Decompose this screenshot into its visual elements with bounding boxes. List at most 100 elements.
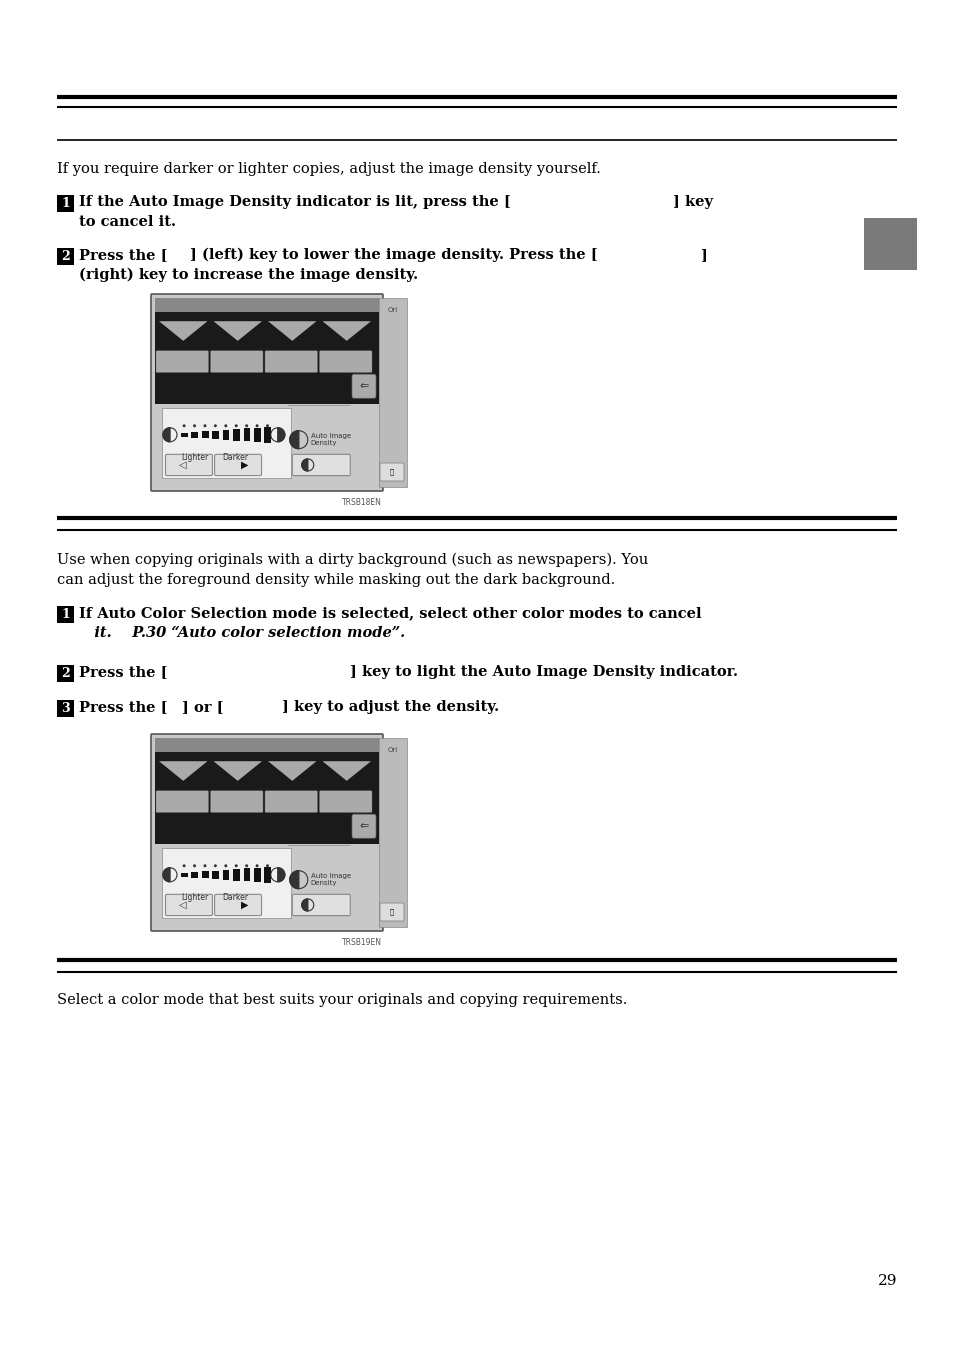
Text: ] key: ] key xyxy=(672,195,712,209)
Text: it.    P.30 “Auto color selection mode”.: it. P.30 “Auto color selection mode”. xyxy=(79,625,405,640)
Bar xyxy=(181,433,188,437)
Bar xyxy=(181,872,188,876)
Bar xyxy=(202,431,209,438)
FancyBboxPatch shape xyxy=(151,735,382,931)
Text: Darker: Darker xyxy=(222,453,248,462)
Polygon shape xyxy=(322,762,371,780)
Circle shape xyxy=(182,864,186,867)
Circle shape xyxy=(213,425,216,427)
Text: Lighter: Lighter xyxy=(181,453,208,462)
Text: ◁: ◁ xyxy=(178,460,186,470)
Circle shape xyxy=(266,864,269,867)
Text: 🔒: 🔒 xyxy=(390,909,394,915)
Text: Ori: Ori xyxy=(388,747,397,754)
Bar xyxy=(57,248,74,266)
FancyBboxPatch shape xyxy=(211,350,263,372)
Text: Lighter: Lighter xyxy=(181,892,208,902)
Polygon shape xyxy=(159,762,208,780)
Circle shape xyxy=(245,864,248,867)
Circle shape xyxy=(224,425,227,427)
FancyBboxPatch shape xyxy=(265,350,317,372)
Bar xyxy=(264,427,271,442)
Bar xyxy=(154,298,378,313)
Bar xyxy=(57,195,74,212)
FancyBboxPatch shape xyxy=(352,814,375,838)
FancyBboxPatch shape xyxy=(292,454,350,476)
Text: Press the [: Press the [ xyxy=(79,665,168,679)
Bar xyxy=(57,607,74,623)
Text: If Auto Color Selection mode is selected, select other color modes to cancel: If Auto Color Selection mode is selected… xyxy=(79,607,700,620)
Circle shape xyxy=(213,864,216,867)
Bar xyxy=(264,867,271,883)
FancyBboxPatch shape xyxy=(379,462,403,481)
Text: ⇐: ⇐ xyxy=(359,821,368,832)
FancyBboxPatch shape xyxy=(319,791,372,813)
Text: 1: 1 xyxy=(61,608,70,621)
Text: ◁: ◁ xyxy=(178,900,186,910)
Bar xyxy=(192,431,198,438)
Bar xyxy=(57,665,74,682)
Polygon shape xyxy=(290,431,298,449)
Text: ] key to adjust the density.: ] key to adjust the density. xyxy=(282,700,498,714)
Polygon shape xyxy=(213,321,262,341)
Text: ⇐: ⇐ xyxy=(359,381,368,391)
FancyBboxPatch shape xyxy=(151,294,382,491)
Circle shape xyxy=(245,425,248,427)
Bar xyxy=(154,737,378,844)
Polygon shape xyxy=(322,321,371,341)
FancyBboxPatch shape xyxy=(292,894,350,915)
Text: to cancel it.: to cancel it. xyxy=(79,214,175,229)
FancyBboxPatch shape xyxy=(156,350,209,372)
FancyBboxPatch shape xyxy=(211,791,263,813)
Bar xyxy=(233,869,239,880)
Text: ] (left) key to lower the image density. Press the [: ] (left) key to lower the image density.… xyxy=(190,248,598,263)
Polygon shape xyxy=(213,762,262,780)
Bar xyxy=(378,298,407,487)
Text: Use when copying originals with a dirty background (such as newspapers). You: Use when copying originals with a dirty … xyxy=(57,553,648,568)
Bar xyxy=(863,218,916,270)
Text: Density: Density xyxy=(311,880,337,886)
Circle shape xyxy=(182,425,186,427)
Bar xyxy=(154,298,378,404)
Text: 1: 1 xyxy=(61,197,70,210)
Text: 2: 2 xyxy=(61,667,70,679)
Text: TRSB18EN: TRSB18EN xyxy=(342,497,381,507)
Polygon shape xyxy=(163,868,170,882)
FancyBboxPatch shape xyxy=(165,454,213,476)
Bar xyxy=(233,429,239,441)
Bar xyxy=(57,700,74,717)
Polygon shape xyxy=(159,321,208,341)
Bar xyxy=(162,848,291,918)
FancyBboxPatch shape xyxy=(165,894,213,915)
Circle shape xyxy=(234,425,237,427)
Text: If you require darker or lighter copies, adjust the image density yourself.: If you require darker or lighter copies,… xyxy=(57,162,600,177)
Text: ▶: ▶ xyxy=(241,900,248,910)
FancyBboxPatch shape xyxy=(352,375,375,398)
Polygon shape xyxy=(301,899,308,911)
Bar xyxy=(213,430,219,439)
Text: Press the [: Press the [ xyxy=(79,248,168,262)
Bar xyxy=(154,737,378,752)
Text: Darker: Darker xyxy=(222,892,248,902)
Text: If the Auto Image Density indicator is lit, press the [: If the Auto Image Density indicator is l… xyxy=(79,195,511,209)
Text: ▶: ▶ xyxy=(241,460,248,470)
Text: TRSB19EN: TRSB19EN xyxy=(341,938,381,948)
Polygon shape xyxy=(290,871,298,888)
Text: Density: Density xyxy=(311,439,337,446)
Bar xyxy=(162,408,291,479)
Circle shape xyxy=(203,864,206,867)
Text: ]: ] xyxy=(700,248,706,262)
Circle shape xyxy=(224,864,227,867)
Text: 2: 2 xyxy=(61,249,70,263)
Text: ] key to light the Auto Image Density indicator.: ] key to light the Auto Image Density in… xyxy=(350,665,738,679)
Bar xyxy=(222,869,230,880)
Text: Ori: Ori xyxy=(388,307,397,313)
Text: Auto Image: Auto Image xyxy=(311,872,351,879)
Bar xyxy=(378,737,407,927)
FancyBboxPatch shape xyxy=(214,454,261,476)
Polygon shape xyxy=(268,321,316,341)
Text: Auto Image: Auto Image xyxy=(311,433,351,438)
Bar xyxy=(243,868,250,882)
FancyBboxPatch shape xyxy=(319,350,372,372)
Polygon shape xyxy=(163,427,170,442)
